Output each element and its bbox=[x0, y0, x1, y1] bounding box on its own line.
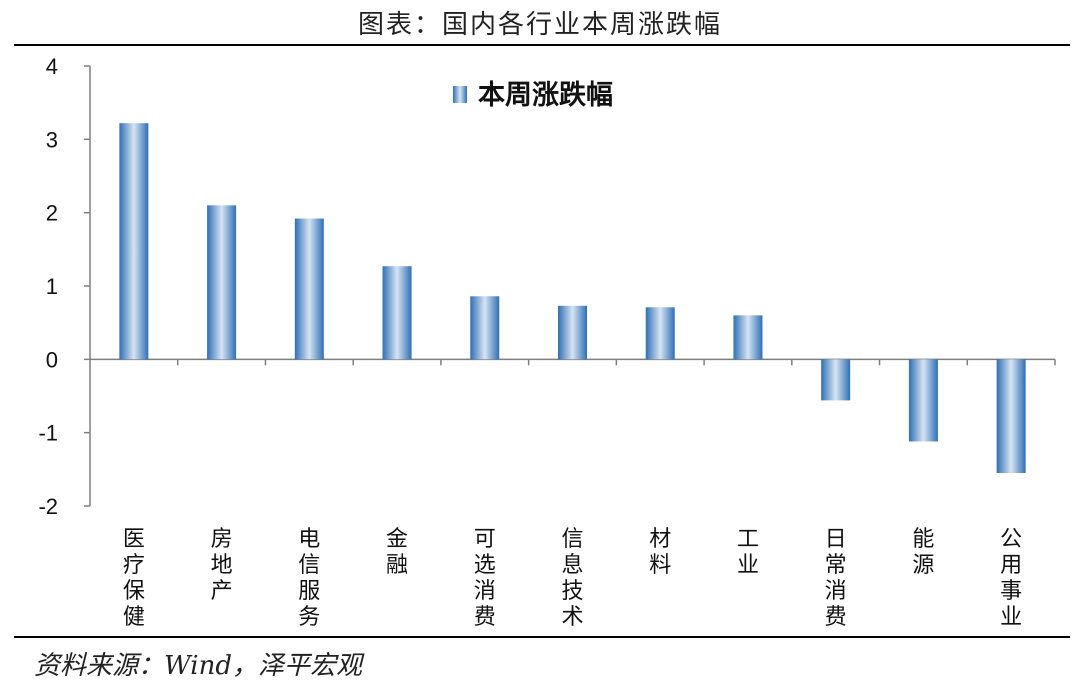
bar-信息技术 bbox=[558, 305, 587, 360]
legend-swatch bbox=[453, 86, 467, 103]
bar-医疗保健 bbox=[119, 123, 149, 360]
y-tick-label: 4 bbox=[46, 54, 58, 79]
source-note: 资料来源：Wind，泽平宏观 bbox=[34, 651, 362, 681]
category-label: 可选消费 bbox=[474, 527, 496, 630]
category-label: 房地产 bbox=[211, 527, 233, 604]
legend-label: 本周涨跌幅 bbox=[478, 80, 613, 111]
category-label: 材料 bbox=[649, 527, 671, 578]
category-labels: 医疗保健 房地产 电信服务 金融 可选消费 信息技术 材料 工业 日常消费 能源 公用事业 bbox=[123, 527, 1022, 630]
category-label: 电信服务 bbox=[298, 527, 320, 630]
bottom-rule bbox=[14, 636, 1070, 638]
y-tick-label: 1 bbox=[46, 274, 58, 299]
category-label: 公用事业 bbox=[1000, 527, 1022, 630]
category-label: 工业 bbox=[737, 527, 759, 578]
y-axis: -2 -1 0 1 2 3 4 bbox=[38, 54, 91, 519]
bar-日常消费 bbox=[821, 359, 851, 401]
bar-房地产 bbox=[207, 205, 237, 360]
bar-能源 bbox=[908, 359, 938, 442]
x-axis bbox=[90, 358, 1056, 366]
category-label: 日常消费 bbox=[825, 527, 847, 630]
y-tick-label: -1 bbox=[38, 421, 58, 446]
bar-工业 bbox=[733, 315, 763, 360]
category-label: 能源 bbox=[912, 527, 934, 578]
bar-金融 bbox=[382, 266, 412, 360]
y-tick-label: 3 bbox=[46, 127, 58, 152]
figure-title: 图表：国内各行业本周涨跌幅 bbox=[357, 10, 722, 40]
bar-电信服务 bbox=[294, 218, 324, 360]
category-label: 信息技术 bbox=[561, 527, 583, 630]
y-tick-label: 2 bbox=[46, 201, 58, 226]
bar-可选消费 bbox=[470, 296, 500, 360]
category-label: 金融 bbox=[386, 527, 408, 578]
category-label: 医疗保健 bbox=[123, 527, 145, 630]
top-rule bbox=[14, 44, 1070, 46]
legend: 本周涨跌幅 bbox=[453, 80, 613, 111]
bar-公用事业 bbox=[996, 359, 1026, 473]
bar-series bbox=[119, 123, 1026, 473]
y-tick-label: -2 bbox=[38, 494, 58, 519]
bar-材料 bbox=[645, 307, 675, 360]
y-tick-label: 0 bbox=[46, 347, 58, 372]
